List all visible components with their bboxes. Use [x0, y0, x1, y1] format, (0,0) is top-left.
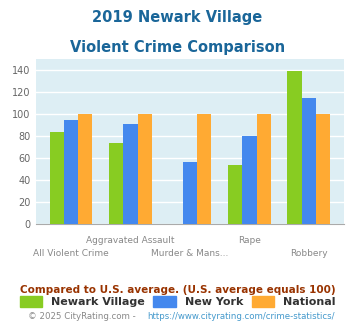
Bar	[123, 124, 138, 224]
Bar	[183, 162, 197, 224]
Bar	[302, 98, 316, 224]
Text: Aggravated Assault: Aggravated Assault	[86, 236, 175, 245]
Bar	[109, 143, 123, 224]
Bar	[78, 115, 92, 224]
Legend: Newark Village, New York, National: Newark Village, New York, National	[16, 293, 339, 311]
Bar	[197, 115, 211, 224]
Text: Rape: Rape	[238, 236, 261, 245]
Bar	[50, 132, 64, 224]
Bar	[288, 72, 302, 224]
Bar	[228, 165, 242, 224]
Text: All Violent Crime: All Violent Crime	[33, 249, 109, 258]
Bar	[138, 115, 152, 224]
Text: Violent Crime Comparison: Violent Crime Comparison	[70, 40, 285, 54]
Bar	[242, 136, 257, 224]
Text: © 2025 CityRating.com -: © 2025 CityRating.com -	[28, 312, 139, 321]
Text: Compared to U.S. average. (U.S. average equals 100): Compared to U.S. average. (U.S. average …	[20, 285, 335, 295]
Text: Murder & Mans...: Murder & Mans...	[151, 249, 229, 258]
Bar	[257, 115, 271, 224]
Bar	[316, 115, 330, 224]
Text: 2019 Newark Village: 2019 Newark Village	[92, 10, 263, 25]
Text: https://www.cityrating.com/crime-statistics/: https://www.cityrating.com/crime-statist…	[147, 312, 335, 321]
Text: Robbery: Robbery	[290, 249, 328, 258]
Bar	[64, 120, 78, 224]
